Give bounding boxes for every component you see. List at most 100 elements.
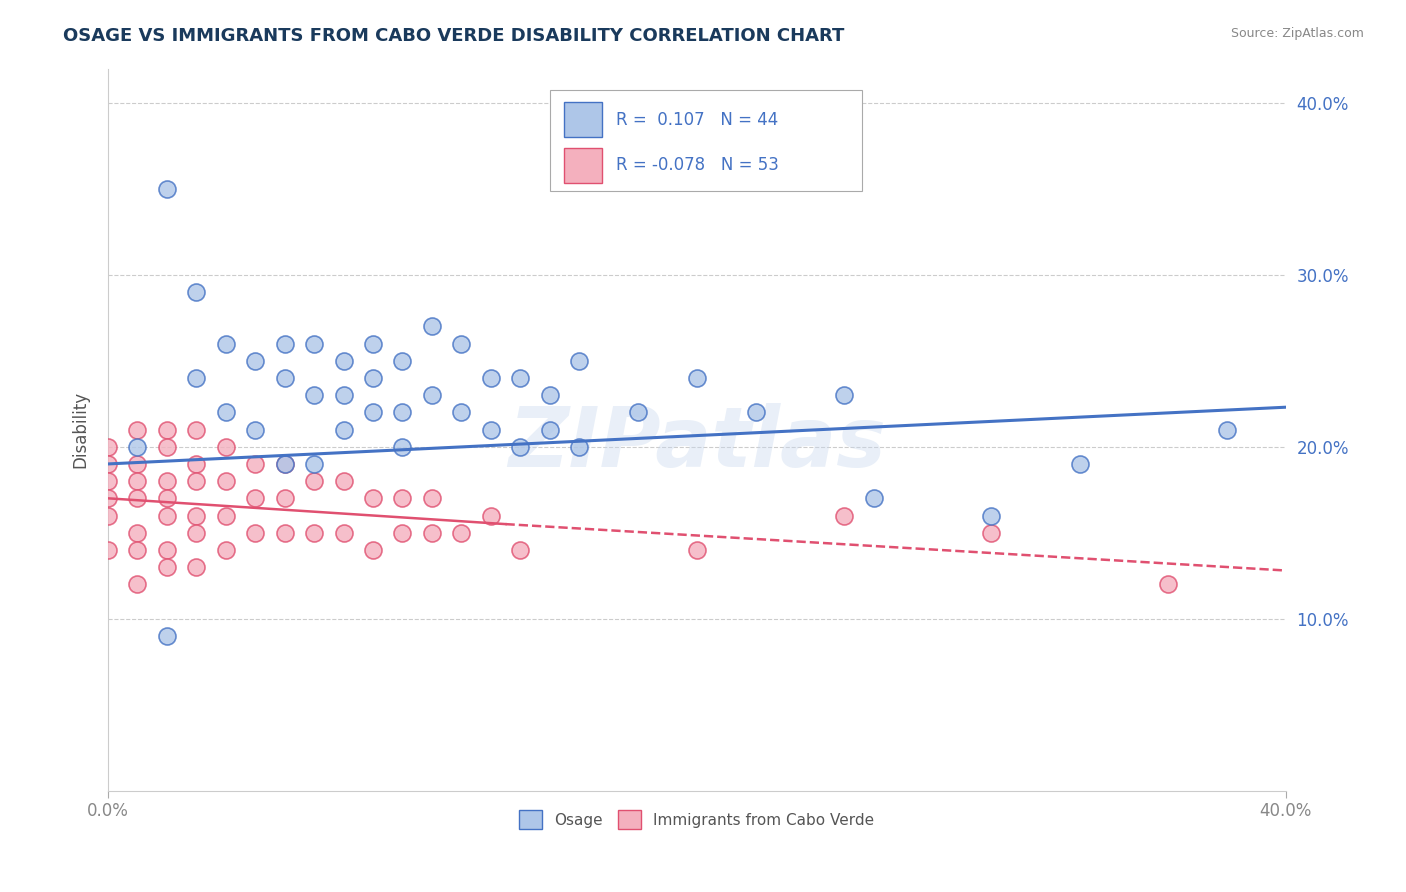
Point	[156, 508, 179, 523]
Point	[420, 491, 443, 506]
Point	[450, 405, 472, 419]
Point	[686, 371, 709, 385]
Point	[980, 508, 1002, 523]
Y-axis label: Disability: Disability	[72, 391, 89, 468]
Point	[509, 542, 531, 557]
FancyBboxPatch shape	[564, 148, 602, 183]
Point	[479, 371, 502, 385]
Point	[245, 353, 267, 368]
Point	[245, 491, 267, 506]
Point	[245, 525, 267, 540]
Point	[745, 405, 768, 419]
Point	[361, 336, 384, 351]
Point	[1069, 457, 1091, 471]
Point	[186, 423, 208, 437]
Point	[361, 405, 384, 419]
Point	[156, 474, 179, 488]
Point	[156, 491, 179, 506]
Point	[186, 474, 208, 488]
Point	[186, 285, 208, 299]
Point	[127, 440, 149, 454]
Point	[686, 542, 709, 557]
Point	[391, 405, 413, 419]
Point	[186, 371, 208, 385]
Point	[273, 491, 295, 506]
Point	[391, 440, 413, 454]
Point	[361, 491, 384, 506]
FancyBboxPatch shape	[550, 90, 862, 191]
Point	[302, 336, 325, 351]
Point	[391, 525, 413, 540]
Point	[420, 319, 443, 334]
Point	[97, 440, 120, 454]
Point	[420, 525, 443, 540]
Point	[332, 474, 354, 488]
Point	[156, 629, 179, 643]
Point	[156, 560, 179, 574]
Point	[450, 525, 472, 540]
FancyBboxPatch shape	[564, 103, 602, 137]
Point	[215, 542, 238, 557]
Point	[273, 525, 295, 540]
Point	[127, 457, 149, 471]
Point	[273, 457, 295, 471]
Point	[568, 440, 591, 454]
Point	[1157, 577, 1180, 591]
Point	[215, 474, 238, 488]
Point	[1216, 423, 1239, 437]
Text: ZIPatlas: ZIPatlas	[508, 403, 886, 484]
Point	[127, 423, 149, 437]
Legend: Osage, Immigrants from Cabo Verde: Osage, Immigrants from Cabo Verde	[513, 804, 880, 835]
Point	[361, 542, 384, 557]
Point	[862, 491, 884, 506]
Point	[127, 525, 149, 540]
Text: Source: ZipAtlas.com: Source: ZipAtlas.com	[1230, 27, 1364, 40]
Point	[127, 474, 149, 488]
Point	[156, 423, 179, 437]
Point	[302, 388, 325, 402]
Point	[215, 336, 238, 351]
Point	[273, 336, 295, 351]
Point	[391, 353, 413, 368]
Point	[420, 388, 443, 402]
Point	[156, 542, 179, 557]
Point	[627, 405, 650, 419]
Point	[97, 474, 120, 488]
Point	[97, 542, 120, 557]
Point	[391, 491, 413, 506]
Point	[215, 440, 238, 454]
Point	[186, 560, 208, 574]
Point	[832, 388, 855, 402]
Point	[332, 525, 354, 540]
Point	[215, 405, 238, 419]
Point	[568, 353, 591, 368]
Text: R =  0.107   N = 44: R = 0.107 N = 44	[616, 111, 778, 128]
Point	[127, 577, 149, 591]
Point	[302, 525, 325, 540]
Point	[156, 182, 179, 196]
Point	[302, 457, 325, 471]
Point	[450, 336, 472, 351]
Point	[186, 457, 208, 471]
Point	[245, 457, 267, 471]
Point	[273, 371, 295, 385]
Point	[273, 457, 295, 471]
Point	[332, 388, 354, 402]
Point	[156, 440, 179, 454]
Point	[186, 525, 208, 540]
Point	[509, 371, 531, 385]
Point	[97, 491, 120, 506]
Text: R = -0.078   N = 53: R = -0.078 N = 53	[616, 156, 779, 174]
Point	[479, 423, 502, 437]
Point	[332, 353, 354, 368]
Point	[302, 474, 325, 488]
Point	[538, 423, 561, 437]
Point	[538, 388, 561, 402]
Point	[97, 508, 120, 523]
Point	[509, 440, 531, 454]
Point	[361, 371, 384, 385]
Point	[332, 423, 354, 437]
Point	[127, 491, 149, 506]
Point	[186, 508, 208, 523]
Point	[97, 457, 120, 471]
